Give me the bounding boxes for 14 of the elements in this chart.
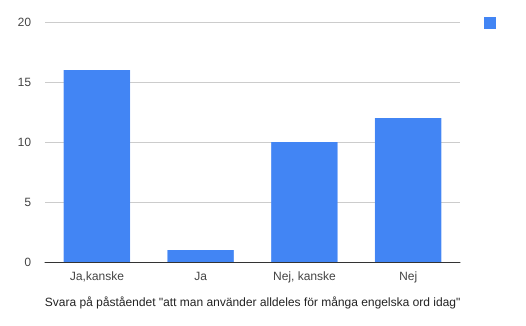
y-tick-label: 10 <box>18 135 32 149</box>
x-tick-label: Nej <box>399 269 418 283</box>
y-tick-label: 15 <box>18 75 32 89</box>
x-tick-label: Ja <box>194 269 208 283</box>
bar <box>271 142 338 262</box>
y-tick-label: 0 <box>24 255 32 269</box>
x-axis-title: Svara på påståendet "att man använder alldeles för många engelska ord idag" <box>44 295 460 309</box>
bar <box>167 250 234 262</box>
bar <box>374 118 442 262</box>
bar <box>64 70 130 262</box>
y-tick-label: 5 <box>24 195 32 209</box>
x-tick-label: Nej, kanske <box>273 269 336 283</box>
x-tick-label: Ja,kanske <box>70 269 124 283</box>
y-tick-label: 20 <box>18 15 32 29</box>
